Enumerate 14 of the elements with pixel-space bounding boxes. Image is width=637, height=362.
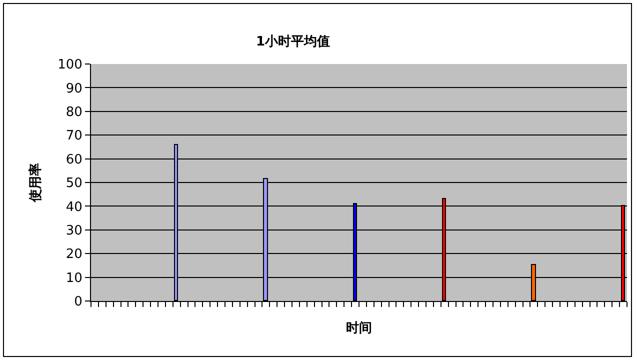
y-tick-label: 20	[66, 247, 82, 262]
y-tick-label: 80	[66, 104, 82, 120]
y-tick-label: 50	[66, 176, 82, 192]
y-tick-label: 10	[66, 270, 82, 286]
y-tick-label: 30	[66, 223, 82, 238]
y-tick-label: 0	[74, 294, 82, 310]
y-tick-label: 60	[66, 152, 82, 168]
y-tick-label: 90	[66, 81, 82, 96]
y-tick-label: 40	[66, 200, 82, 215]
y-tick-label: 100	[58, 58, 82, 73]
x-axis-title: 时间	[346, 321, 372, 336]
chart-title: 1小时平均值	[256, 34, 330, 50]
y-tick-label: 70	[66, 128, 82, 144]
y-axis-title: 使用率	[28, 163, 44, 203]
